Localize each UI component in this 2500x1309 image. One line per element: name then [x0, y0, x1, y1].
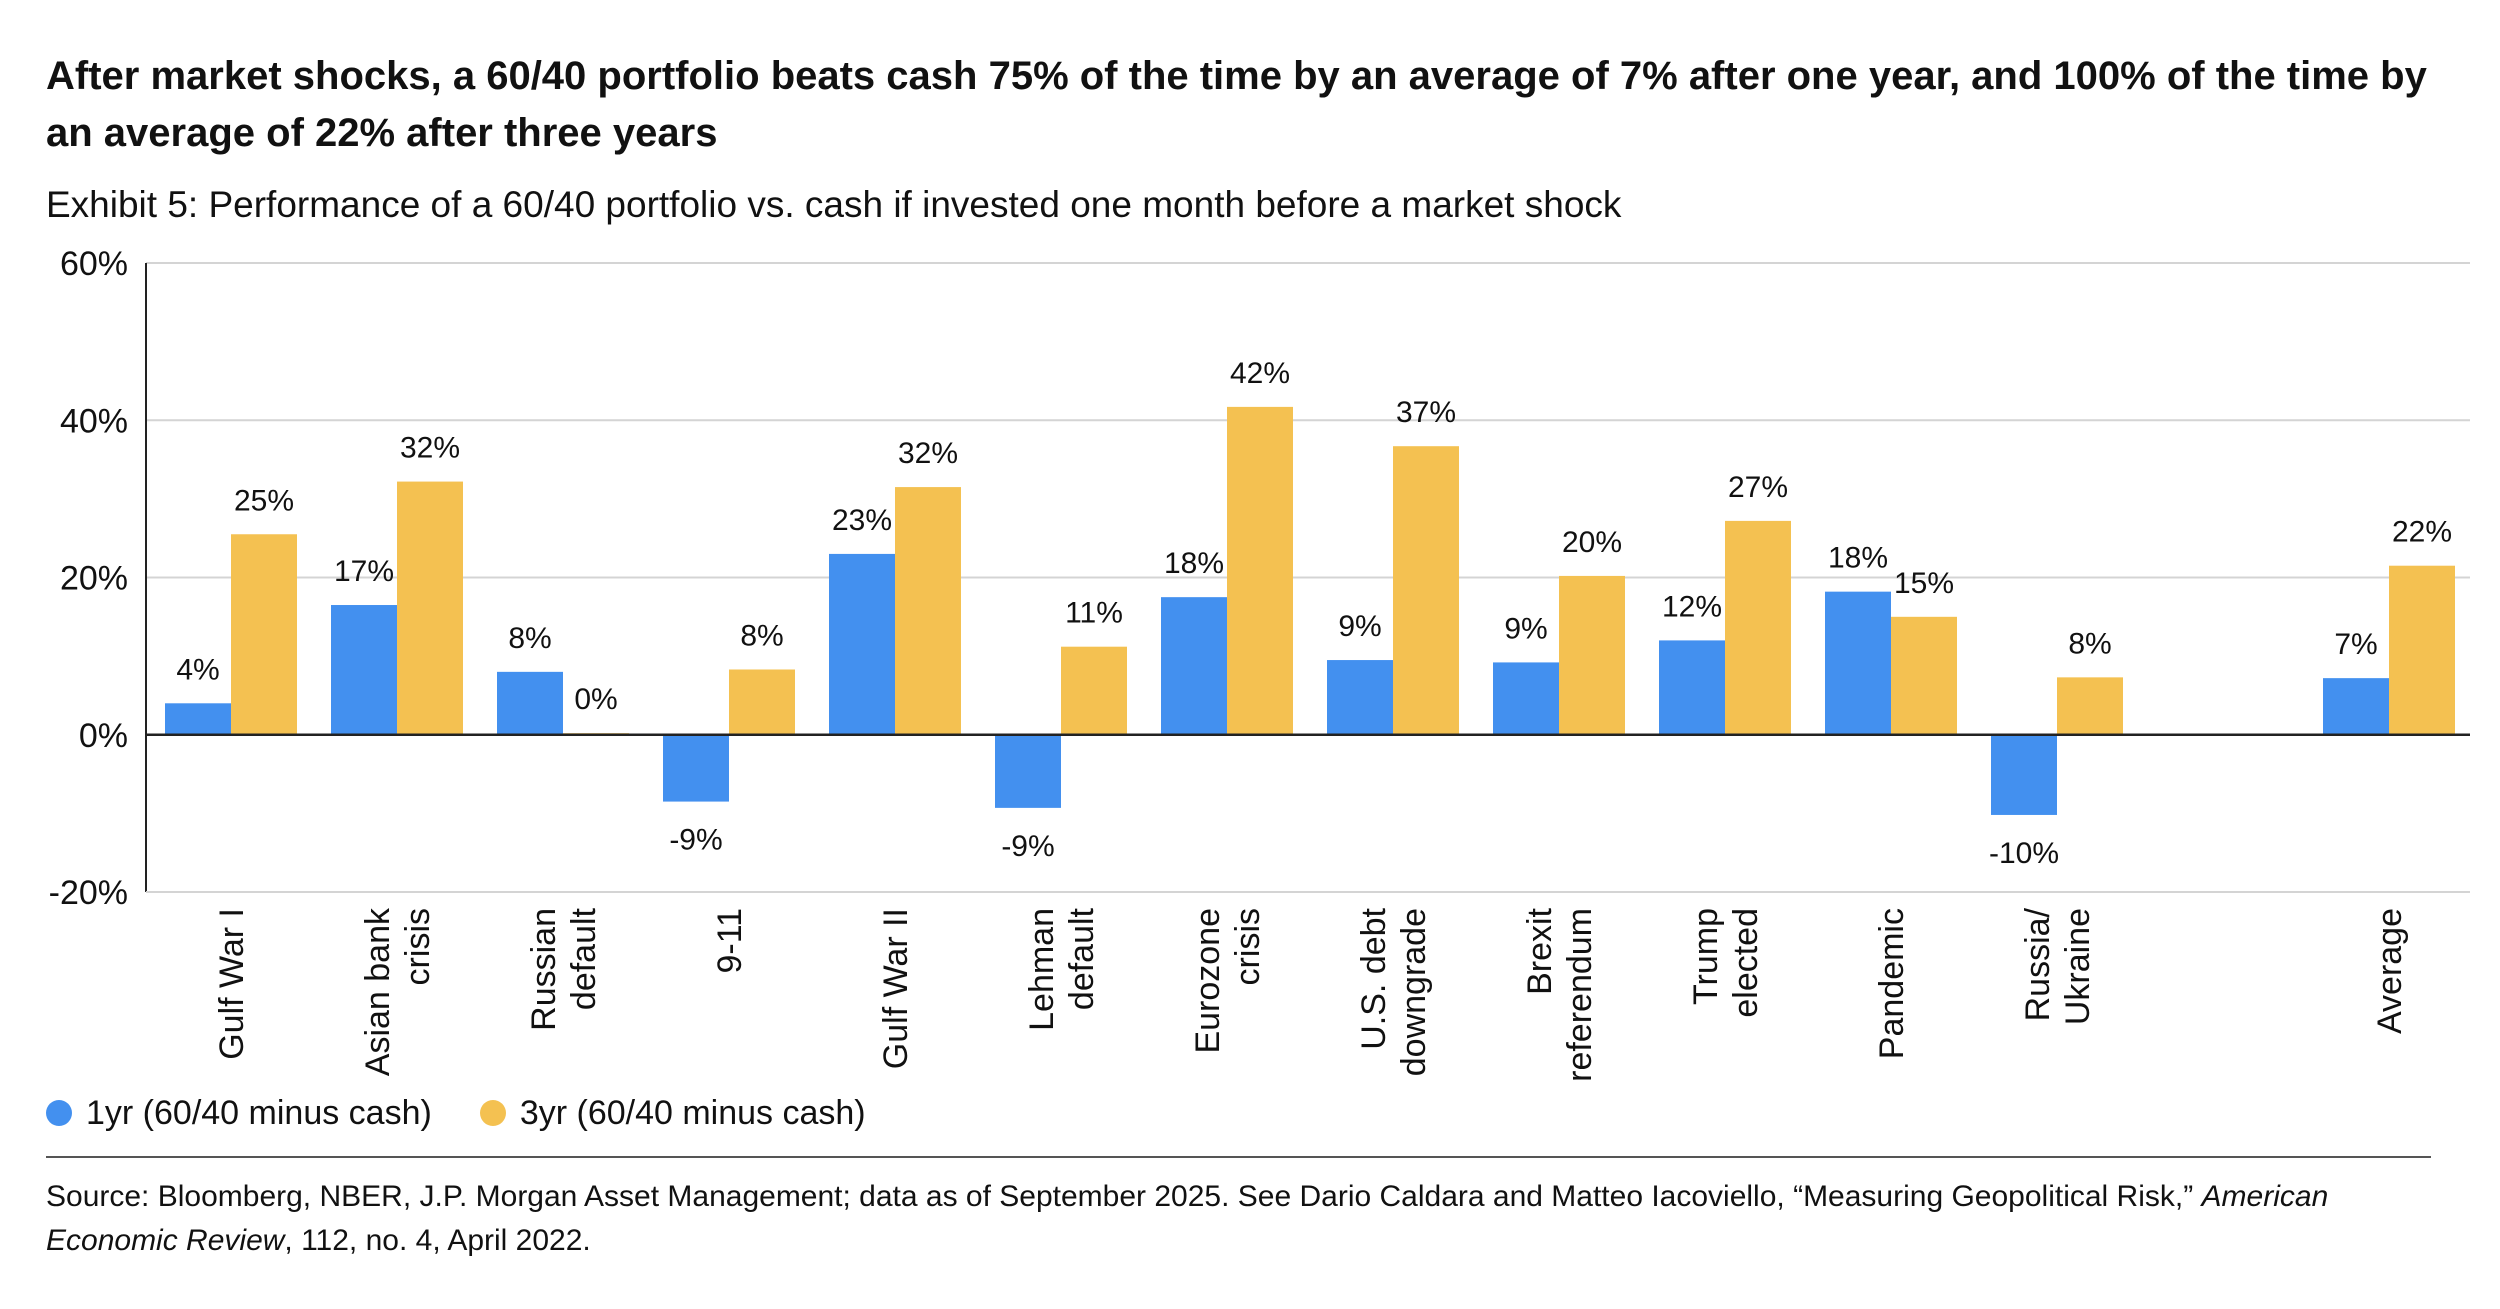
data-label-3yr: 32%	[898, 437, 958, 470]
bar-3yr	[1725, 520, 1791, 735]
data-label-3yr: 8%	[2068, 627, 2111, 660]
data-label-3yr: 27%	[1728, 471, 1788, 504]
bar-1yr	[331, 605, 397, 735]
data-label-1yr: 23%	[832, 504, 892, 537]
data-label-3yr: 15%	[1894, 567, 1954, 600]
bar-3yr	[1227, 406, 1293, 735]
legend-swatch-1yr	[46, 1100, 72, 1126]
data-label-1yr: 9%	[1338, 610, 1381, 643]
legend-label-1yr: 1yr (60/40 minus cash)	[86, 1093, 432, 1132]
x-category-label: default	[565, 907, 603, 1010]
bar-3yr	[1559, 575, 1625, 735]
data-label-1yr: 7%	[2334, 628, 2377, 661]
x-category-label: default	[1063, 907, 1101, 1010]
bar-1yr	[1327, 660, 1393, 735]
bar-1yr	[2323, 678, 2389, 735]
x-category-label: referendum	[1561, 908, 1599, 1082]
x-category-label: Gulf War II	[877, 908, 915, 1069]
x-category-label: Pandemic	[1873, 908, 1911, 1059]
chart-subtitle: Exhibit 5: Performance of a 60/40 portfo…	[46, 184, 1622, 225]
x-category-label: Russian	[525, 908, 563, 1031]
x-category-label: U.S. debt	[1355, 907, 1393, 1049]
bar-1yr	[1825, 591, 1891, 735]
x-category-label: downgrade	[1395, 908, 1433, 1076]
bar-3yr	[397, 481, 463, 735]
data-label-1yr: 18%	[1828, 542, 1888, 575]
bar-3yr	[2389, 565, 2455, 735]
source-note: Source: Bloomberg, NBER, J.P. Morgan Ass…	[46, 1175, 2446, 1263]
legend-swatch-3yr	[479, 1100, 506, 1126]
x-category-label: elected	[1727, 908, 1765, 1018]
bar-1yr	[663, 734, 729, 802]
legend-item-3yr: 3yr (60/40 minus cash)	[479, 1093, 866, 1133]
bar-1yr	[995, 734, 1061, 808]
data-label-1yr: 17%	[334, 555, 394, 588]
bar-3yr	[2057, 677, 2123, 735]
x-category-label: Brexit	[1521, 907, 1559, 994]
data-label-3yr: 32%	[400, 432, 460, 465]
legend: 1yr (60/40 minus cash) 3yr (60/40 minus …	[46, 1088, 914, 1138]
data-label-3yr: 37%	[1396, 396, 1456, 429]
data-label-3yr: 0%	[574, 683, 617, 716]
bar-chart: -20% 0% 20% 40% 60% 4% 25% 17% 32% 8% 0% -9% 8% 23% 32…	[49, 245, 2470, 1082]
y-tick-label: 0%	[79, 717, 128, 755]
x-category-label: Asian bank	[359, 907, 397, 1076]
footer-divider	[46, 1156, 2431, 1158]
bar-3yr	[895, 487, 961, 735]
source-text-end: , 112, no. 4, April 2022.	[284, 1224, 591, 1257]
data-label-3yr: 11%	[1065, 597, 1123, 630]
x-category-label: Eurozone	[1189, 908, 1227, 1054]
data-label-1yr: 12%	[1662, 590, 1722, 623]
data-label-1yr: -9%	[669, 824, 722, 857]
bar-3yr	[1061, 646, 1127, 735]
data-label-1yr: 4%	[176, 653, 219, 686]
data-label-3yr: 8%	[740, 619, 783, 652]
x-category-label: Lehman	[1023, 908, 1061, 1031]
x-category-label: Trump	[1687, 908, 1725, 1005]
source-text: Source: Bloomberg, NBER, J.P. Morgan Ass…	[46, 1180, 2202, 1213]
data-label-3yr: 42%	[1230, 357, 1290, 390]
x-category-label: 9-11	[711, 908, 749, 974]
legend-label-3yr: 3yr (60/40 minus cash)	[519, 1093, 866, 1132]
x-category-label: Average	[2371, 908, 2409, 1034]
x-category-label: crisis	[1229, 908, 1267, 985]
data-label-1yr: -9%	[1001, 830, 1054, 863]
bar-1yr	[829, 553, 895, 735]
x-category-label: Russia/	[2019, 907, 2057, 1021]
x-category-label: Gulf War I	[213, 908, 251, 1060]
chart-title: After market shocks, a 60/40 portfolio b…	[46, 54, 2427, 155]
bar-1yr	[1659, 640, 1725, 735]
data-label-3yr: 25%	[234, 484, 294, 517]
bar-1yr	[165, 703, 231, 735]
legend-item-1yr: 1yr (60/40 minus cash)	[46, 1094, 432, 1133]
data-label-1yr: 8%	[508, 622, 551, 655]
bar-1yr	[1493, 662, 1559, 735]
y-tick-label: 40%	[60, 402, 128, 440]
data-label-1yr: -10%	[1989, 837, 2059, 870]
bar-3yr	[231, 534, 297, 735]
data-label-1yr: 18%	[1164, 547, 1224, 580]
data-label-3yr: 22%	[2392, 516, 2452, 549]
y-tick-label: 20%	[60, 560, 128, 598]
data-label-3yr: 20%	[1562, 526, 1622, 559]
bar-1yr	[1161, 597, 1227, 735]
y-tick-label: 60%	[60, 245, 128, 283]
data-label-1yr: 9%	[1504, 612, 1547, 645]
source-journal: American Economic Review	[46, 1180, 2329, 1257]
x-category-label: Ukraine	[2059, 908, 2097, 1025]
bar-3yr	[1891, 616, 1957, 735]
bar-1yr	[497, 671, 563, 735]
bar-3yr	[729, 669, 795, 735]
bar-3yr	[1393, 446, 1459, 735]
y-tick-label: -20%	[49, 874, 128, 912]
x-category-label: crisis	[399, 908, 437, 985]
bar-1yr	[1991, 734, 2057, 815]
